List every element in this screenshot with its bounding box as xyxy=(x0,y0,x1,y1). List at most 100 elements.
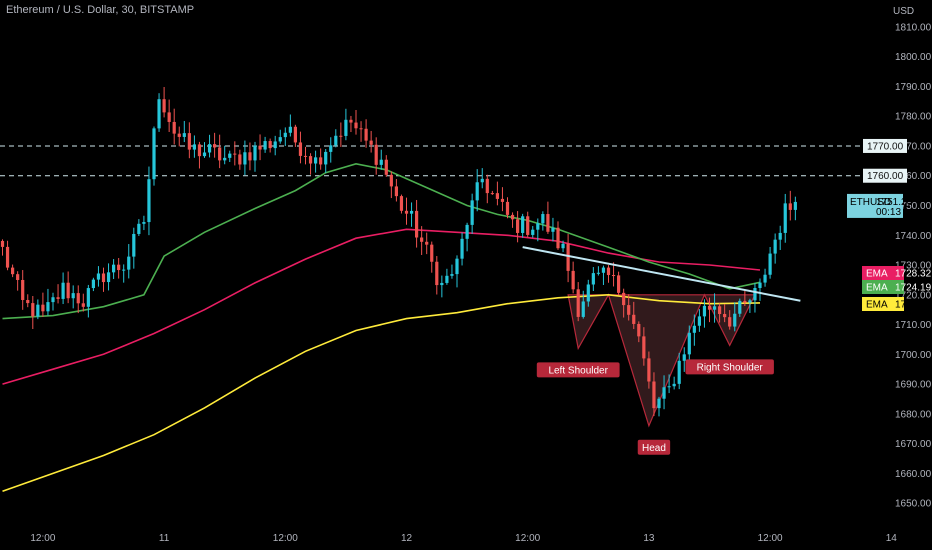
candle xyxy=(692,325,696,333)
candle xyxy=(531,229,535,235)
candle xyxy=(339,135,343,137)
ema-line xyxy=(2,228,761,385)
candle xyxy=(571,270,575,290)
candle xyxy=(127,256,131,270)
candle xyxy=(485,178,489,194)
candle xyxy=(399,196,404,211)
candle xyxy=(147,179,151,223)
candle xyxy=(314,157,318,164)
candle xyxy=(788,203,792,210)
candle xyxy=(793,201,797,210)
y-tick-label: 1660.00 xyxy=(895,469,932,480)
y-tick-label: 1760.00 xyxy=(895,171,932,182)
candle xyxy=(36,304,40,317)
candle xyxy=(223,157,227,161)
candle xyxy=(369,140,373,145)
candle xyxy=(667,386,671,388)
neckline xyxy=(522,246,801,302)
candle xyxy=(0,240,5,247)
candle xyxy=(718,306,722,314)
candle xyxy=(425,241,429,245)
candle xyxy=(702,305,707,317)
symbol-badge xyxy=(847,193,903,218)
ema-badge xyxy=(862,266,904,280)
candle xyxy=(293,126,297,143)
candle xyxy=(132,233,136,257)
candle xyxy=(344,119,348,136)
candle xyxy=(192,144,196,150)
y-tick-label: 1810.00 xyxy=(895,22,932,33)
candle xyxy=(505,201,510,215)
candle xyxy=(516,219,520,233)
candle xyxy=(11,267,15,275)
candle xyxy=(521,216,525,233)
candle xyxy=(137,223,141,234)
candle xyxy=(157,99,161,129)
candle xyxy=(657,398,661,409)
candle xyxy=(495,193,499,199)
annotation-label: Right Shoulder xyxy=(697,362,764,373)
candle xyxy=(228,153,232,158)
candle xyxy=(329,145,333,152)
candle xyxy=(207,144,212,153)
candle xyxy=(536,223,540,230)
candle xyxy=(253,145,257,161)
candle xyxy=(258,145,262,150)
y-tick-label: 1750.00 xyxy=(895,201,932,212)
candle xyxy=(687,332,691,355)
candle xyxy=(31,303,35,317)
x-tick-label: 12:00 xyxy=(515,533,540,544)
candle xyxy=(16,274,20,280)
x-tick-label: 13 xyxy=(643,533,655,544)
x-tick-label: 11 xyxy=(159,533,170,544)
candle xyxy=(319,157,323,165)
currency-label: USD xyxy=(893,6,914,17)
candle xyxy=(389,174,393,187)
candle xyxy=(21,279,25,300)
candle xyxy=(601,267,606,273)
candle xyxy=(753,287,757,301)
candle xyxy=(218,147,222,161)
candle xyxy=(379,159,383,165)
candle xyxy=(435,261,439,286)
candle xyxy=(738,300,742,314)
y-tick-label: 1670.00 xyxy=(895,439,932,450)
candle xyxy=(46,302,50,312)
candle xyxy=(101,273,106,283)
candle xyxy=(238,154,242,165)
candle xyxy=(450,274,454,276)
candle xyxy=(182,133,186,137)
candle xyxy=(743,300,747,303)
candle xyxy=(112,264,116,273)
candle xyxy=(66,282,70,299)
candle xyxy=(490,193,494,195)
level-badge-label: 1760.00 xyxy=(867,171,904,182)
y-tick-label: 1700.00 xyxy=(895,350,932,361)
candle xyxy=(783,203,787,233)
candle xyxy=(723,313,727,318)
y-tick-label: 1740.00 xyxy=(895,231,932,242)
x-tick-label: 12:00 xyxy=(758,533,783,544)
candle xyxy=(273,141,277,149)
symbol-badge-price: 1751.20 xyxy=(876,197,913,208)
candle xyxy=(430,244,434,262)
annotation-label: Left Shoulder xyxy=(548,365,608,376)
candle xyxy=(187,133,191,150)
candle xyxy=(465,224,469,239)
ema-badge-name: EMA xyxy=(866,283,888,294)
neckline-line xyxy=(522,246,801,302)
candle xyxy=(41,304,45,312)
level-badge-label: 1770.00 xyxy=(867,141,904,152)
candle xyxy=(86,288,90,307)
ema-badge-value: 1724.19 xyxy=(895,283,932,294)
ema-badge-value: 1728.32 xyxy=(895,269,932,280)
candle xyxy=(526,216,530,235)
candle xyxy=(354,122,358,129)
candle xyxy=(122,269,126,271)
candle xyxy=(243,152,247,165)
candle xyxy=(445,275,449,283)
symbol-badge-countdown: 00:13 xyxy=(876,207,901,218)
candle xyxy=(76,293,80,304)
candle xyxy=(324,151,328,165)
